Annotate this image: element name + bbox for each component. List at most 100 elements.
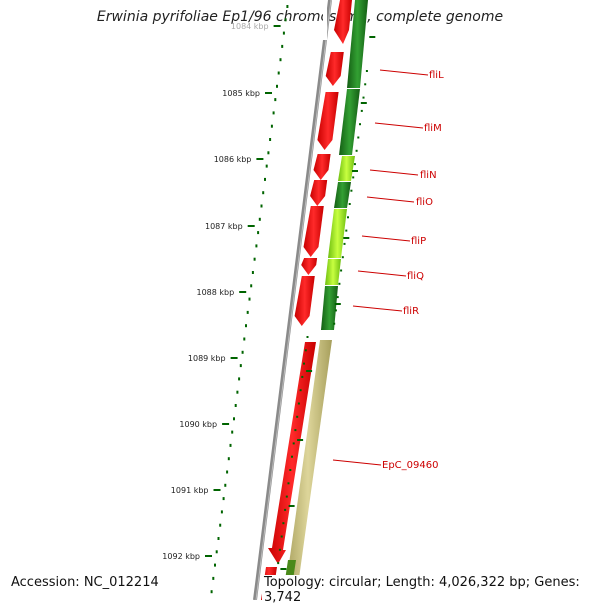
cds-arrow: [301, 258, 318, 275]
band-dot: [285, 495, 288, 498]
band-dot: [347, 216, 349, 219]
cds-band-fliq: [325, 259, 341, 285]
band-tick: [369, 36, 376, 38]
ruler: 1084 kbp 1085 kbp 1086 kbp 1087 kbp 1088 kbp…: [162, 22, 281, 561]
ruler-tick: [265, 92, 272, 94]
ruler-tick: [256, 158, 264, 160]
band-dot: [301, 375, 304, 378]
band-dot: [355, 149, 358, 152]
band-dot: [340, 269, 343, 272]
band-dot: [365, 70, 368, 72]
ruler-tick-label: 1088 kbp: [196, 288, 234, 297]
gene-label[interactable]: fliR: [403, 306, 419, 317]
band-dot: [284, 508, 287, 511]
cds-band-flip: [328, 209, 347, 258]
gene-label[interactable]: fliN: [420, 170, 437, 181]
ruler-tick-label: 1085 kbp: [222, 89, 260, 98]
band-dot: [352, 176, 355, 179]
ruler-tick: [205, 555, 212, 557]
band-dot: [362, 96, 365, 99]
band-dot: [338, 282, 341, 285]
gene-labels: fliL fliM fliN fliO fliP fliQ fliR EpC_09460: [332, 69, 444, 471]
band-dot: [343, 242, 346, 245]
gene-label[interactable]: fliM: [424, 123, 442, 134]
ruler-tick: [222, 423, 230, 425]
band-dot: [289, 469, 292, 471]
backbone-line: [253, 0, 332, 600]
ruler-dots: [210, 5, 289, 594]
band-dot: [334, 309, 337, 312]
band-dot: [350, 189, 353, 192]
gene-leader-line: [374, 122, 424, 129]
band-dot: [306, 336, 309, 338]
ruler-tick: [247, 225, 255, 227]
ruler-tick: [239, 291, 247, 293]
band-dot: [364, 83, 367, 86]
ruler-tick: [230, 357, 238, 359]
band-dot: [333, 322, 336, 325]
band-dot: [291, 455, 293, 458]
band-dot: [287, 482, 290, 485]
band-tick: [280, 568, 287, 570]
band-dot: [299, 389, 302, 392]
gene-label[interactable]: EpC_09460: [382, 460, 438, 471]
genome-summary: Topology: circular; Length: 4,026,322 bp…: [262, 575, 600, 605]
cds-arrow: [313, 154, 331, 180]
cds-band-flil: [347, 0, 368, 88]
gene-label[interactable]: fliO: [416, 197, 433, 208]
band-dot: [304, 349, 307, 352]
ruler-tick-label: 1084 kbp: [231, 22, 269, 31]
band-dot: [341, 256, 344, 259]
ruler-tick-label: 1089 kbp: [188, 354, 226, 363]
gene-leader-line: [379, 69, 429, 76]
band-dot: [296, 415, 299, 418]
cds-arrow: [325, 52, 344, 86]
ruler-tick: [273, 25, 281, 27]
ruler-tick-label: 1087 kbp: [205, 222, 243, 231]
band-dot: [336, 296, 339, 299]
band-dot: [348, 203, 351, 205]
page-title: Erwinia pyrifoliae Ep1/96 chromosome, co…: [96, 9, 504, 25]
band-dot: [277, 562, 280, 565]
ruler-tick-label: 1086 kbp: [214, 155, 252, 164]
band-dot: [294, 429, 297, 432]
cds-band-epc09460: [284, 340, 332, 600]
band-tick: [343, 237, 350, 239]
ruler-tick-label: 1092 kbp: [162, 552, 200, 561]
band-tick: [306, 370, 313, 372]
gene-leader-line: [361, 235, 411, 242]
band-dot: [357, 136, 360, 139]
band-tick: [360, 102, 367, 104]
cds-band-flio: [334, 182, 351, 208]
band-dot: [282, 522, 285, 525]
cds-arrow: [310, 180, 328, 206]
band-dot: [360, 109, 363, 112]
gene-leader-line: [366, 196, 415, 203]
cds-arrows: [294, 52, 344, 326]
band-dot: [345, 229, 348, 232]
cds-arrow: [294, 276, 315, 326]
band-dot: [303, 362, 305, 365]
cds-band-flim: [339, 89, 360, 155]
band-ticks: [273, 36, 376, 591]
cds-band-flin: [338, 156, 355, 181]
gene-leader-line: [352, 305, 403, 312]
gene-label[interactable]: fliQ: [407, 271, 424, 282]
cds-arrow: [317, 92, 339, 150]
cds-arrow-lower: [268, 342, 316, 564]
band-dot: [353, 163, 356, 166]
ruler-tick: [213, 489, 221, 491]
cds-arrow: [303, 206, 324, 257]
band-dot: [359, 123, 361, 126]
band-dot: [297, 402, 300, 405]
band-dot: [280, 535, 283, 538]
band-dot: [292, 442, 295, 445]
gene-label[interactable]: fliP: [411, 236, 426, 247]
gene-leader-line: [357, 270, 407, 277]
band-dot: [278, 548, 281, 551]
band-tick: [334, 303, 341, 305]
gene-leader-line: [369, 169, 419, 176]
gene-label[interactable]: fliL: [429, 70, 444, 81]
ruler-tick-label: 1090 kbp: [179, 420, 217, 429]
